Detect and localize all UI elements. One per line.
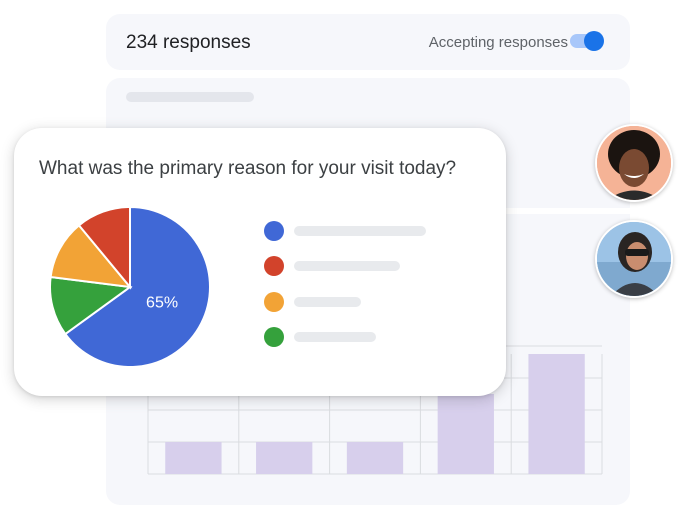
response-count: 234 responses: [126, 32, 251, 53]
person-1-icon: [597, 126, 671, 200]
responses-header: 234 responses Accepting responses: [106, 14, 630, 70]
pie-slice: [77, 205, 131, 290]
legend-swatch: [264, 327, 284, 347]
bar: [165, 442, 222, 474]
accepting-responses-toggle[interactable]: [570, 31, 604, 51]
avatar-person-2: [595, 220, 673, 298]
toggle-knob[interactable]: [584, 31, 604, 51]
bar: [528, 354, 585, 474]
pie-chart: 65%: [49, 205, 211, 368]
legend-label-placeholder: [294, 332, 376, 342]
legend-label-placeholder: [294, 297, 361, 307]
pie-slice: [63, 205, 211, 368]
bar-chart-bars: [165, 354, 585, 474]
avatar-person-1: [595, 124, 673, 202]
question-summary-card: What was the primary reason for your vis…: [14, 128, 506, 396]
pie-slice: [49, 223, 133, 289]
pie-slice: [49, 275, 133, 336]
bar: [256, 442, 313, 474]
pie-data-label: 65%: [146, 295, 178, 312]
person-2-icon: [597, 222, 671, 296]
bar: [437, 394, 494, 474]
legend-swatch: [264, 221, 284, 241]
legend-label-placeholder: [294, 226, 426, 236]
bar: [346, 442, 404, 474]
question-title: What was the primary reason for your vis…: [39, 158, 457, 179]
accepting-responses-label: Accepting responses: [428, 34, 568, 51]
placeholder-line: [126, 92, 254, 102]
legend-label-placeholder: [294, 261, 400, 271]
legend-swatch: [264, 256, 284, 276]
legend-swatch: [264, 292, 284, 312]
